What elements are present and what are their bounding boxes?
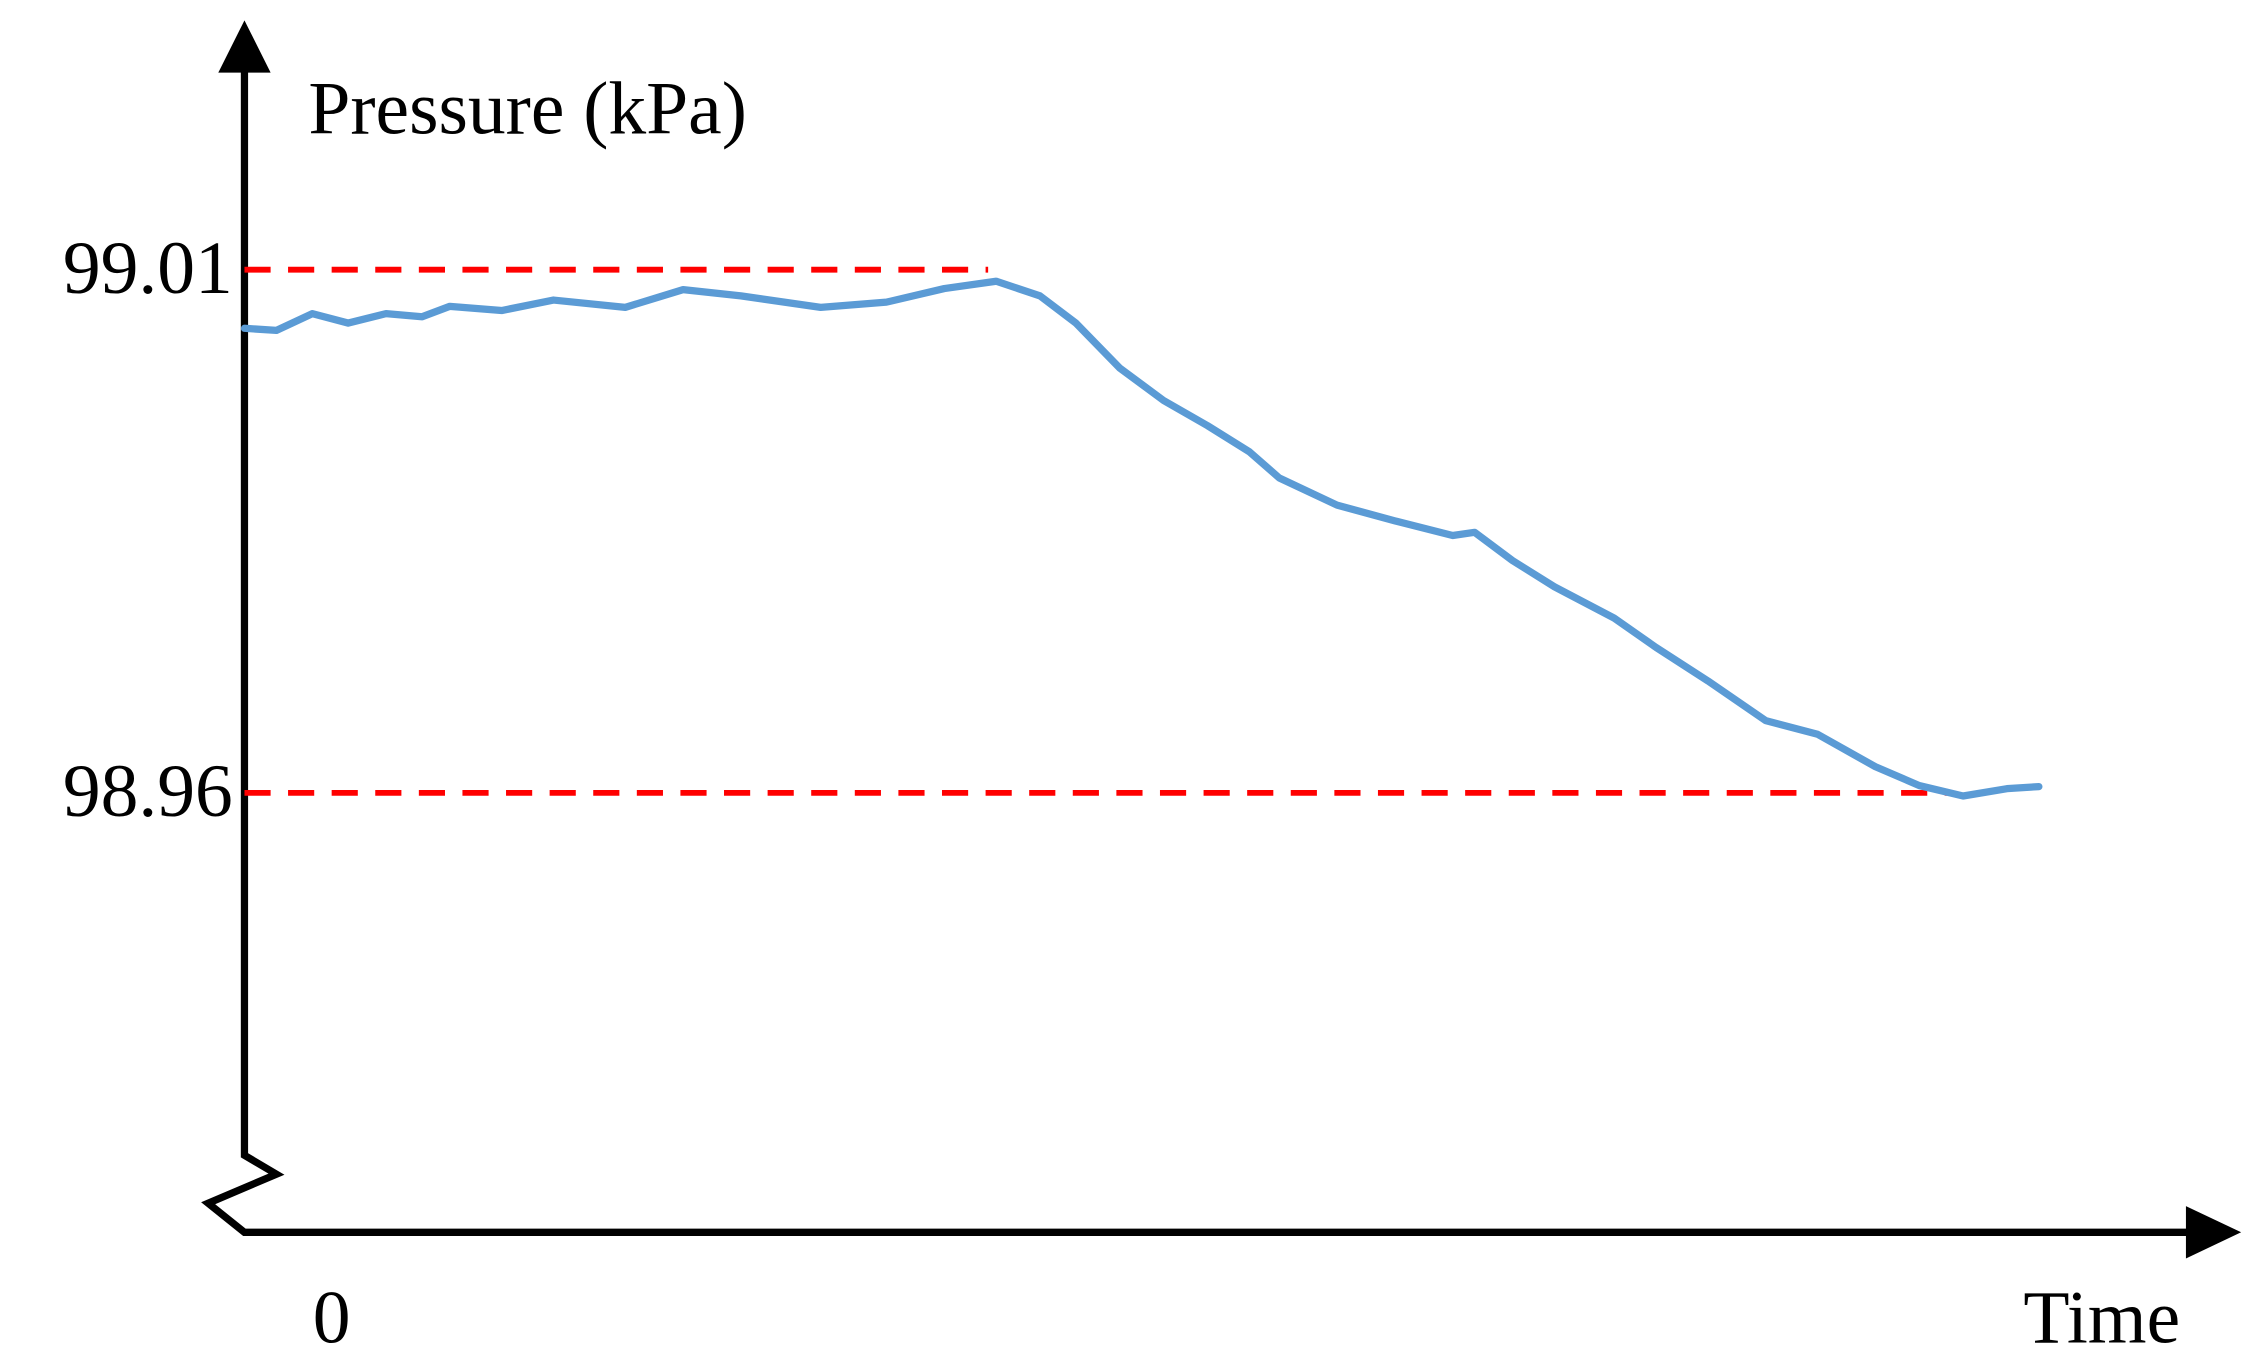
pressure-line: [240, 277, 2043, 800]
y-axis: [201, 58, 2198, 1236]
y-axis-arrow: [218, 20, 271, 73]
x-tick-label: 0: [313, 1277, 351, 1360]
y-axis-label: Pressure (kPa): [308, 68, 747, 151]
y-tick-label: 99.01: [63, 227, 233, 310]
y-tick-label: 98.96: [63, 750, 233, 833]
x-axis-arrow: [2185, 1206, 2242, 1259]
axes: [201, 58, 2198, 1236]
x-axis-label: Time: [2023, 1277, 2180, 1360]
